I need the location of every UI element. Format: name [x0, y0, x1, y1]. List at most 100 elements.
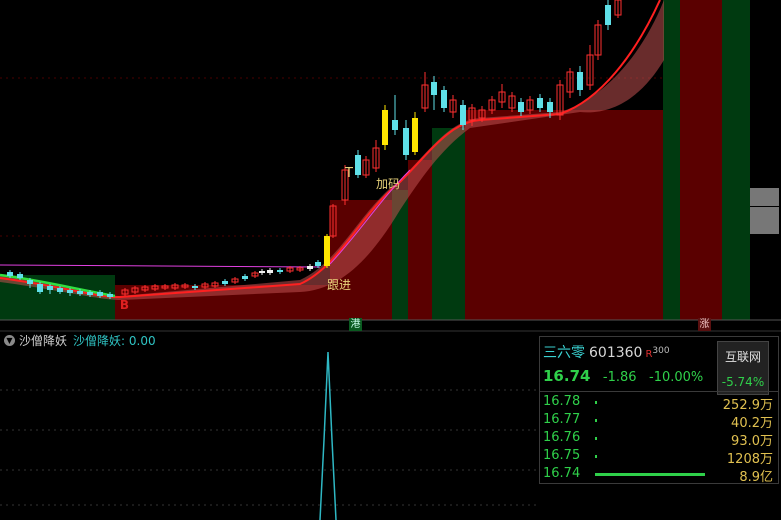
- candle-body: [161, 285, 169, 289]
- candle-body: [594, 24, 602, 56]
- candle-body: [556, 84, 564, 116]
- book-bar: [595, 419, 597, 422]
- candle-body: [277, 270, 283, 272]
- book-bar: [595, 455, 597, 458]
- candle-body: [441, 90, 447, 108]
- candle-body: [537, 98, 543, 108]
- candle-body: [341, 169, 349, 201]
- candle-body: [296, 267, 304, 271]
- book-row: 16.74 8.9亿: [540, 466, 778, 485]
- candle-body: [372, 147, 380, 169]
- book-row: 16.75 1208万: [540, 448, 778, 467]
- candle-body: [7, 272, 13, 276]
- candle-body: [478, 109, 486, 119]
- book-volume: 252.9万: [722, 398, 773, 413]
- book-volume: 40.2万: [731, 416, 773, 431]
- zone-green-4: [663, 0, 680, 320]
- candle-body: [201, 283, 209, 288]
- indicator-name[interactable]: 沙僧降妖: [19, 333, 68, 348]
- candle-body: [87, 292, 93, 295]
- stock-title: 三六零 601360 R300: [543, 342, 670, 362]
- order-book: 16.78 252.9万 16.77 40.2万 16.76 93.0万 16.75 1…: [540, 394, 778, 485]
- hk-tag[interactable]: 港: [349, 318, 362, 331]
- candle-body: [231, 278, 239, 283]
- scrollbar-handle-top[interactable]: [750, 188, 779, 206]
- quote-separator: [540, 391, 778, 392]
- sector-box[interactable]: 互联网 -5.74%: [717, 341, 769, 395]
- candle-body: [577, 72, 583, 90]
- candle-body: [382, 110, 388, 145]
- candle-body: [421, 84, 429, 109]
- sector-name: 互联网: [724, 350, 761, 364]
- candle-body: [57, 288, 63, 292]
- candle-body: [566, 71, 574, 93]
- candle-body: [171, 284, 179, 289]
- book-bar: [595, 437, 597, 440]
- ma-line-magenta: [0, 169, 411, 268]
- b-marker: B: [119, 298, 130, 312]
- up-tag[interactable]: 涨: [698, 318, 711, 331]
- zones: [0, 0, 750, 320]
- candle-body: [431, 82, 437, 95]
- candle-body: [449, 99, 457, 113]
- indicator-value: 0.00: [128, 333, 156, 348]
- candle-body: [192, 286, 198, 288]
- candle-body: [17, 274, 23, 278]
- t-marker: T: [345, 166, 353, 181]
- book-price: 16.78: [543, 394, 581, 409]
- price-change: -1.86: [602, 370, 637, 385]
- add-label: 加码: [376, 177, 401, 191]
- candle-body: [518, 102, 524, 112]
- book-price: 16.76: [543, 430, 581, 445]
- candle-body: [403, 128, 409, 155]
- zone-green-5: [722, 0, 750, 320]
- scrollbar-handle-bottom[interactable]: [750, 207, 779, 234]
- candle-body: [315, 262, 321, 266]
- candle-body: [267, 270, 273, 273]
- sector-change: -5.74%: [721, 375, 765, 389]
- candle-body: [47, 286, 53, 290]
- candle-body: [67, 290, 73, 293]
- candle-body: [329, 205, 337, 237]
- candle-body: [77, 291, 83, 294]
- stock-code: 601360: [589, 345, 643, 361]
- book-row: 16.76 93.0万: [540, 430, 778, 449]
- candles: [7, 0, 622, 299]
- candle-body: [222, 281, 228, 284]
- candle-body: [508, 95, 516, 109]
- book-volume: 1208万: [726, 452, 773, 467]
- candle-body: [412, 118, 418, 152]
- candle-body: [547, 102, 553, 112]
- price-change-pct: -10.00%: [649, 370, 704, 385]
- candle-body: [251, 272, 259, 277]
- price-row: 16.74 -1.86 -10.00%: [543, 367, 703, 385]
- r-num: 300: [652, 346, 670, 356]
- book-row: 16.77 40.2万: [540, 412, 778, 431]
- candle-body: [614, 0, 622, 16]
- candle-body: [107, 294, 113, 297]
- candle-body: [355, 155, 361, 175]
- zone-red-5: [680, 0, 722, 320]
- stock-name[interactable]: 三六零: [543, 345, 585, 361]
- candle-body: [121, 289, 129, 295]
- book-price: 16.77: [543, 412, 581, 427]
- follow-label: 跟进: [327, 278, 352, 292]
- zone-red-4: [465, 110, 663, 320]
- candle-body: [211, 282, 219, 287]
- chevron-down-icon[interactable]: ▼: [4, 334, 15, 346]
- candle-body: [37, 284, 43, 292]
- quote-panel: 三六零 601360 R300 互联网 -5.74% 16.74 -1.86 -10…: [539, 336, 779, 485]
- indicator-label: 沙僧降妖:: [73, 333, 126, 348]
- candle-body: [324, 236, 330, 266]
- candle-body: [97, 292, 103, 296]
- candle-body: [259, 271, 265, 273]
- candle-body: [27, 280, 33, 284]
- indicator-value-label: 沙僧降妖: 0.00: [73, 332, 156, 349]
- book-price: 16.74: [543, 466, 581, 481]
- r-badge: R: [645, 349, 653, 360]
- candle-body: [488, 99, 496, 111]
- book-volume: 93.0万: [731, 434, 773, 449]
- candle-body: [181, 284, 189, 288]
- last-price: 16.74: [543, 367, 591, 385]
